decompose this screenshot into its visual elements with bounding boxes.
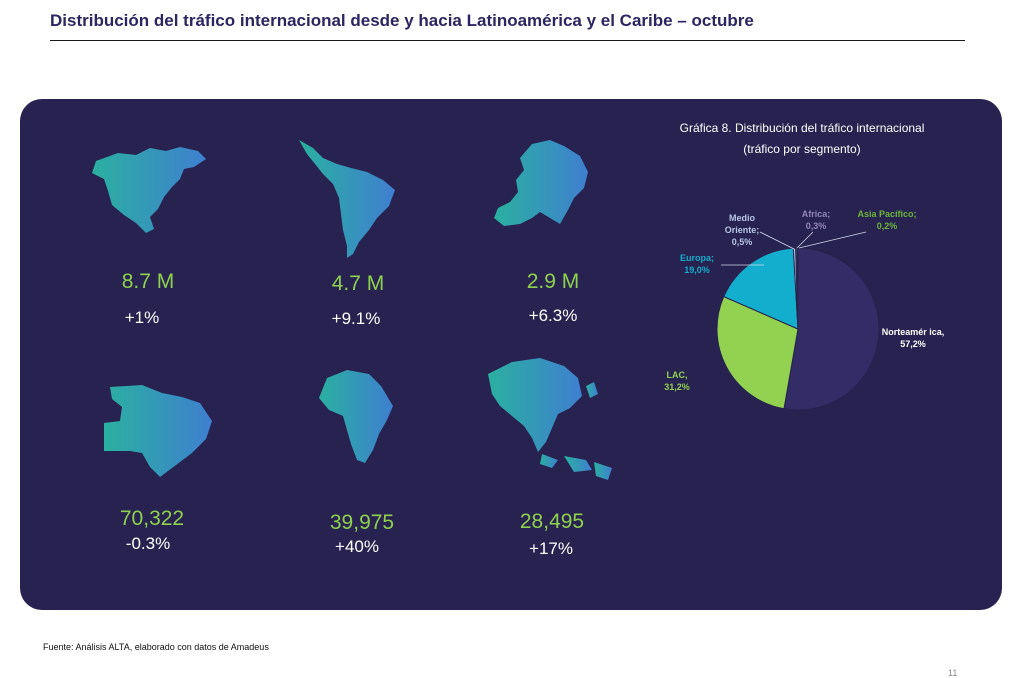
region-change-africa: +40% <box>335 537 379 556</box>
pie-label-medio-oriente-value: 0,5% <box>731 237 753 247</box>
region-change-middle-east: -0.3% <box>125 534 171 553</box>
region-change-north-america: +1% <box>124 308 160 327</box>
leader-line-medio-oriente <box>759 231 795 250</box>
pie-label-africa-value: 0,3% <box>805 221 827 231</box>
pie-label-asia-pacifico-name: Asia Pacífico <box>857 209 914 219</box>
region-value-asia-pacific: 28,495 <box>519 510 585 533</box>
region-change-south-america: +9.1% <box>331 309 381 328</box>
pie-label-lac-name: LAC <box>666 370 685 380</box>
europe-map-icon <box>494 140 588 226</box>
pie-label-europa-value: 19,0% <box>684 265 710 275</box>
pie-label-europa-name: Europa <box>679 253 711 263</box>
page-number: 11 <box>948 668 958 678</box>
source-note: Fuente: Análisis ALTA, elaborado con dat… <box>43 642 269 652</box>
north-america-map-icon <box>92 147 206 233</box>
region-value-north-america: 8.7 M <box>121 270 175 293</box>
page-title: Distribución del tráfico internacional d… <box>50 11 754 30</box>
pie-slice-norteamér-ica <box>783 247 880 411</box>
region-value-south-america: 4.7 M <box>331 272 385 295</box>
pie-label-norteamerica-name: Norteamér ica <box>881 327 942 337</box>
africa-map-icon <box>319 370 393 463</box>
pie-label-medio-oriente: Medio Oriente; 0,5% <box>724 213 760 247</box>
region-change-asia-pacific: +17% <box>529 539 573 558</box>
leader-line-asia-pacifico <box>798 231 867 249</box>
chart-subtitle: (tráfico por segmento) <box>743 142 861 156</box>
leader-line-africa <box>796 231 814 249</box>
pie-slice-europa <box>723 247 799 330</box>
pie-label-lac: LAC, 31,2% <box>664 370 690 392</box>
south-america-map-icon <box>299 140 395 258</box>
pie-label-africa-name: Africa <box>801 209 828 219</box>
pie-label-norteamerica-value: 57,2% <box>900 339 926 349</box>
asia-pacific-map-icon <box>488 358 612 480</box>
region-change-europe: +6.3% <box>528 306 578 325</box>
region-value-middle-east: 70,322 <box>119 507 185 530</box>
pie-label-asia-pacifico-value: 0,2% <box>876 221 898 231</box>
pie-slice-lac <box>716 295 799 410</box>
region-value-africa: 39,975 <box>329 511 395 534</box>
pie-chart <box>716 247 880 411</box>
chart-title: Gráfica 8. Distribución del tráfico inte… <box>679 121 925 135</box>
pie-label-lac-value: 31,2% <box>664 382 690 392</box>
pie-label-norteamerica: Norteamér ica, 57,2% <box>881 327 945 349</box>
pie-label-africa: Africa; 0,3% <box>801 209 831 231</box>
pie-label-asia-pacifico: Asia Pacífico; 0,2% <box>857 209 917 231</box>
region-value-europe: 2.9 M <box>526 270 580 293</box>
middle-east-map-icon <box>104 385 212 477</box>
pie-label-medio-oriente-name: Medio Oriente <box>724 213 757 235</box>
pie-label-europa: Europa; 19,0% <box>679 253 714 275</box>
title-divider <box>50 40 965 41</box>
